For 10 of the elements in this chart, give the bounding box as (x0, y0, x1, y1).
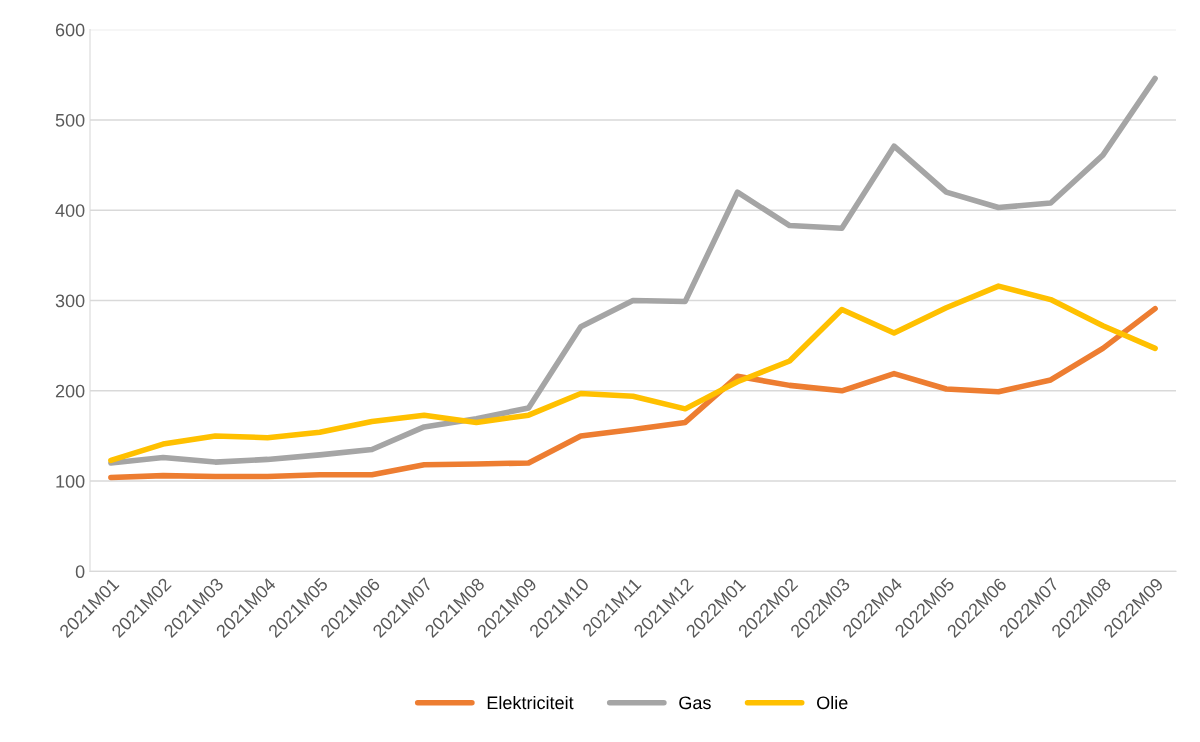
y-tick-label: 200 (55, 384, 85, 398)
y-tick-label: 0 (75, 565, 85, 579)
y-tick-label: 300 (55, 294, 85, 308)
legend-label: Elektriciteit (487, 695, 574, 710)
legend-label: Olie (817, 695, 848, 710)
y-tick-label: 500 (55, 113, 85, 127)
legend-label: Gas (679, 696, 711, 710)
y-tick-label: 100 (56, 475, 85, 488)
y-tick-label: 400 (55, 204, 85, 217)
y-tick-label: 600 (55, 23, 85, 37)
